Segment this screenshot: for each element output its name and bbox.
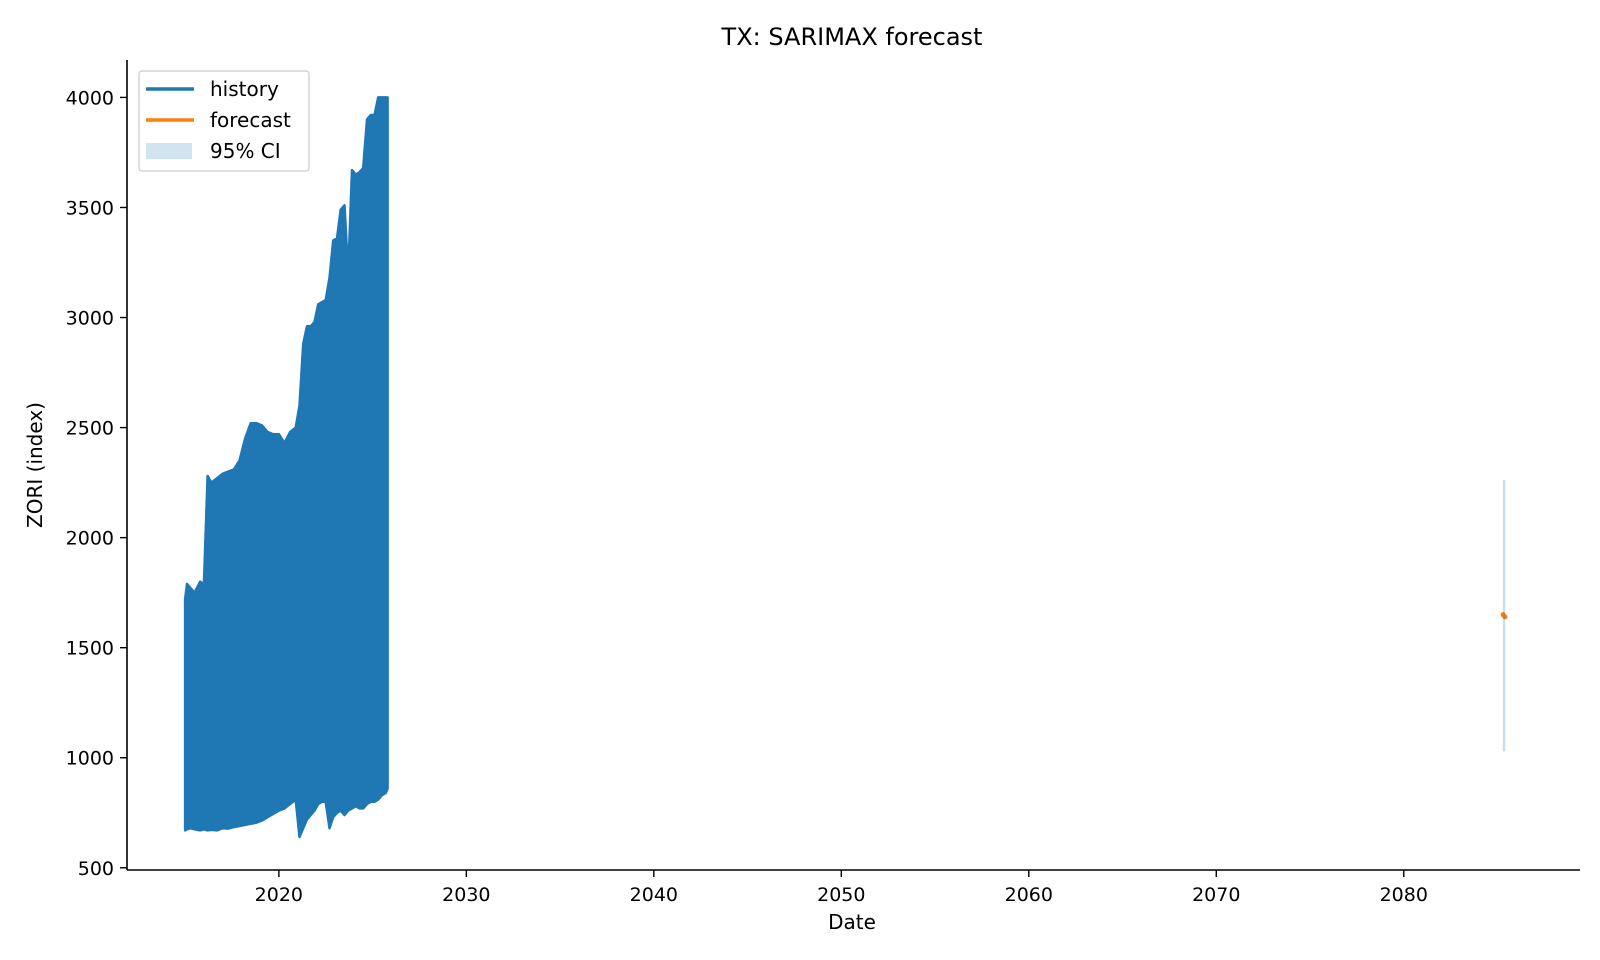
y-tick-label: 500 <box>78 858 114 880</box>
y-tick-label: 2500 <box>66 418 114 440</box>
chart-title: TX: SARIMAX forecast <box>721 23 983 51</box>
x-tick-label: 2020 <box>255 884 303 906</box>
y-tick-label: 3500 <box>66 197 114 219</box>
x-tick-label: 2080 <box>1380 884 1428 906</box>
legend-frame <box>138 70 310 172</box>
y-axis-ticks: 500 1000 1500 2000 2500 3000 3500 4000 <box>66 87 127 880</box>
legend-history-label: history <box>210 77 279 101</box>
y-tick-label: 1500 <box>66 638 114 660</box>
y-axis-label: ZORI (index) <box>23 402 47 528</box>
y-tick-label: 4000 <box>66 87 114 109</box>
x-tick-label: 2050 <box>817 884 865 906</box>
y-tick-label: 3000 <box>66 308 114 330</box>
x-tick-label: 2030 <box>442 884 490 906</box>
series-95-ci-area <box>1502 480 1506 752</box>
plot-marks <box>183 96 1508 839</box>
x-axis-label: Date <box>828 910 876 934</box>
x-tick-label: 2060 <box>1005 884 1053 906</box>
y-tick-label: 2000 <box>66 528 114 550</box>
x-tick-label: 2040 <box>630 884 678 906</box>
legend-forecast-label: forecast <box>210 108 291 132</box>
y-tick-label: 1000 <box>66 748 114 770</box>
legend-ci-label: 95% CI <box>210 139 281 163</box>
legend: history forecast 95% CI <box>138 70 310 172</box>
x-tick-label: 2070 <box>1192 884 1240 906</box>
series-history-area <box>183 96 389 839</box>
x-axis-ticks: 2020 2030 2040 2050 2060 2070 2080 <box>255 870 1428 906</box>
series-forecast-point <box>1502 614 1508 620</box>
legend-ci-swatch <box>146 143 192 159</box>
